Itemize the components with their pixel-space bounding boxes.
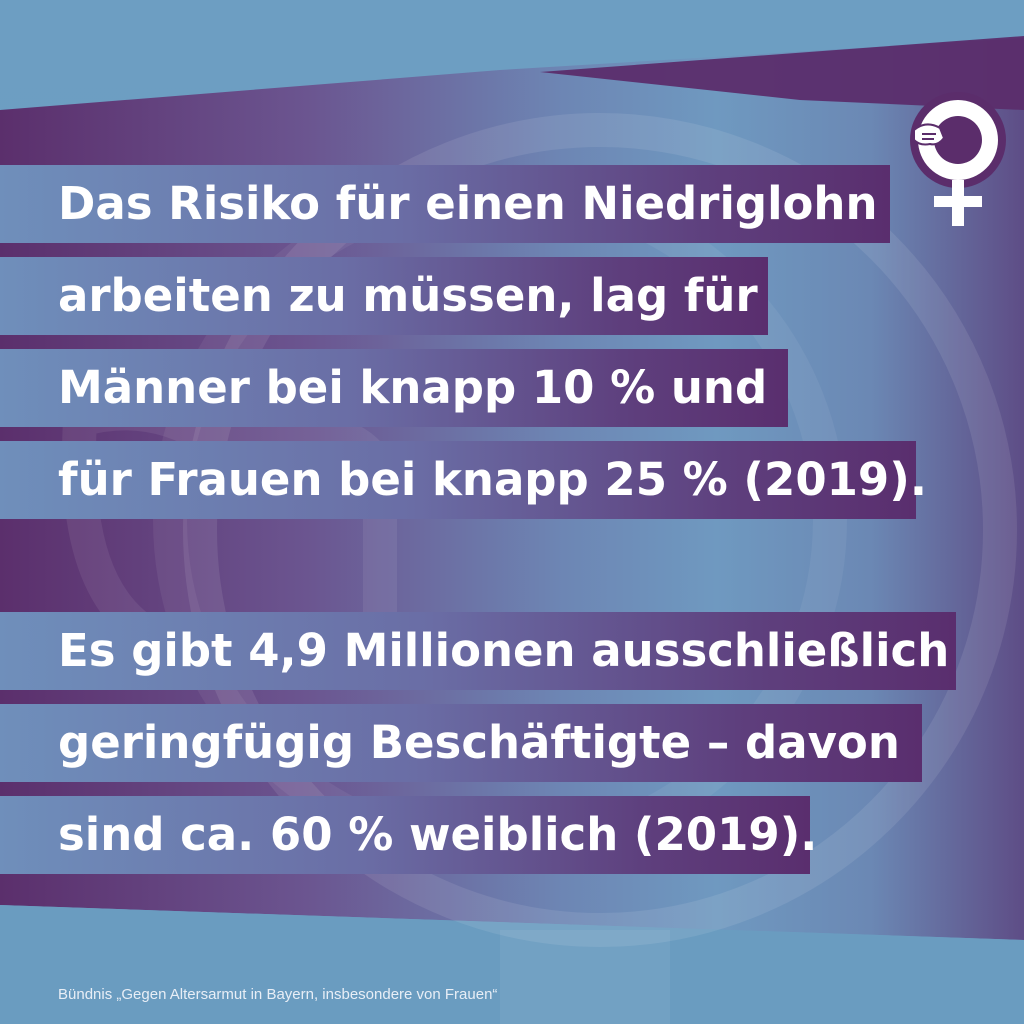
text-line: Das Risiko für einen Niedriglohn (0, 165, 890, 243)
text-line: für Frauen bei knapp 25 % (2019). (0, 441, 927, 519)
text-line: Es gibt 4,9 Millionen ausschließlich (0, 612, 956, 690)
text-line: sind ca. 60 % weiblich (2019). (0, 796, 817, 874)
footer-credit: Bündnis „Gegen Altersarmut in Bayern, in… (58, 986, 498, 1003)
text-line: geringfügig Beschäftigte – davon (0, 704, 922, 782)
text-line: Männer bei knapp 10 % und (0, 349, 788, 427)
female-symbol-handshake-icon (910, 92, 1006, 226)
text-block-low-wage: Das Risiko für einen Niedriglohn arbeite… (0, 165, 927, 533)
text-line: arbeiten zu müssen, lag für (0, 257, 768, 335)
text-block-minor-employment: Es gibt 4,9 Millionen ausschließlich ger… (0, 612, 956, 888)
